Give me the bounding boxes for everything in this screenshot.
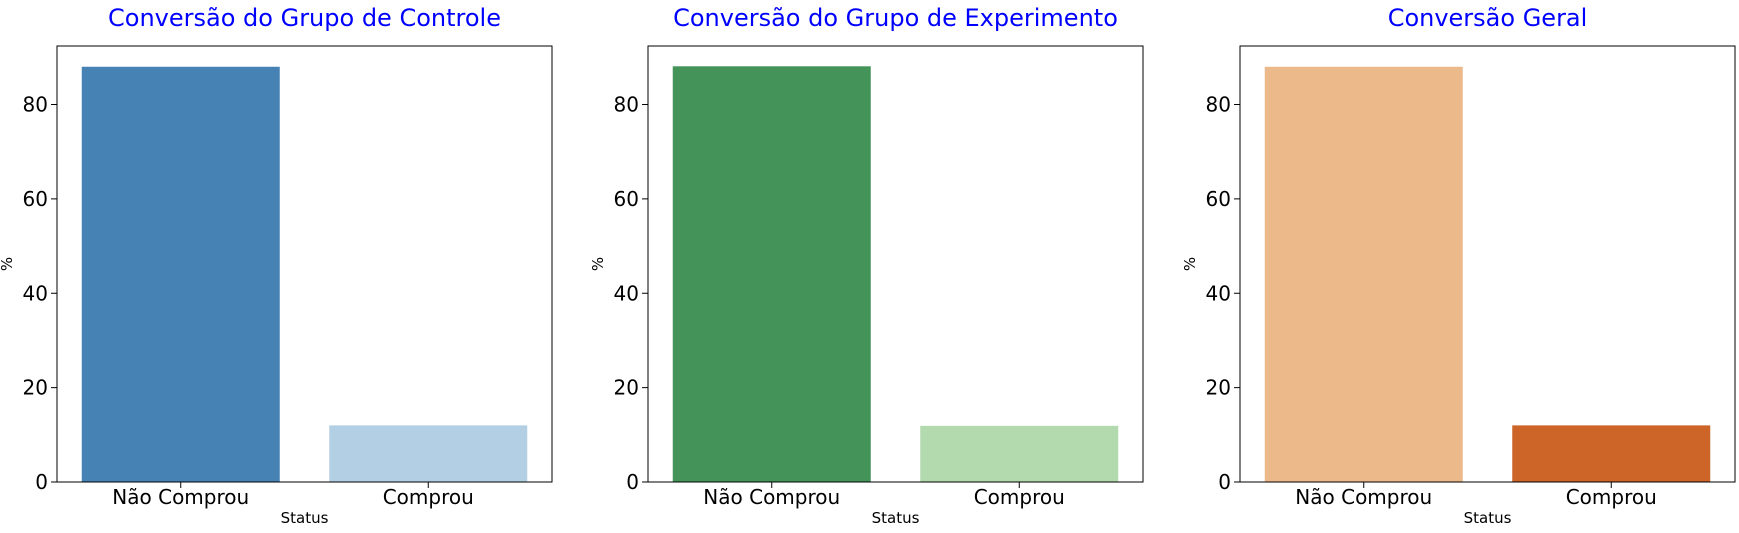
y-tick-label: 20: [23, 376, 48, 400]
y-tick-label: 80: [23, 93, 48, 117]
y-tick-label: 0: [626, 470, 639, 494]
x-tick-label: Não Comprou: [112, 485, 249, 509]
plot-frame: [1239, 45, 1736, 483]
chart-panel-2: 0 20 40 60 80 Não Comprou Comprou Status% Conver…: [589, 4, 1144, 527]
bar-comprou: [329, 425, 528, 482]
plot-frame: [56, 45, 553, 483]
bar-nao-comprou: [1264, 66, 1463, 482]
plot-frame: [647, 45, 1144, 483]
y-tick-label: 40: [23, 281, 48, 305]
x-tick-label: Não Comprou: [703, 485, 840, 509]
x-tick-label: Comprou: [974, 485, 1065, 509]
y-tick-label: 60: [23, 187, 48, 211]
chart-panel-3: 0 20 40 60 80 Não Comprou Comprou Status% Conver…: [1181, 4, 1736, 527]
y-tick-label: 40: [1206, 281, 1231, 305]
y-tick-label: 40: [614, 281, 639, 305]
bar-comprou: [1512, 425, 1711, 482]
x-tick-label: Comprou: [383, 485, 474, 509]
chart-title: Conversão do Grupo de Experimento: [673, 4, 1118, 32]
chart-panel-1: 0 20 40 60 80 Não Comprou Comprou Status% Conver…: [0, 4, 553, 527]
y-tick-label: 60: [614, 187, 639, 211]
bar-nao-comprou: [81, 66, 280, 482]
chart-title: Conversão Geral: [1388, 4, 1588, 32]
y-tick-label: 80: [614, 93, 639, 117]
y-axis-label: %: [0, 257, 16, 271]
y-tick-label: 80: [1206, 93, 1231, 117]
y-tick-label: 60: [1206, 187, 1231, 211]
x-tick-label: Não Comprou: [1295, 485, 1432, 509]
y-tick-label: 0: [35, 470, 48, 494]
x-axis-label: Status: [872, 509, 920, 527]
bar-nao-comprou: [672, 66, 871, 483]
y-axis-label: %: [1181, 257, 1199, 271]
x-axis-label: Status: [1464, 509, 1512, 527]
bar-comprou: [920, 425, 1119, 482]
y-tick-label: 0: [1218, 470, 1231, 494]
x-axis-label: Status: [281, 509, 329, 527]
y-tick-label: 20: [1206, 376, 1231, 400]
x-tick-label: Comprou: [1566, 485, 1657, 509]
y-axis-label: %: [589, 257, 607, 271]
y-tick-label: 20: [614, 376, 639, 400]
chart-title: Conversão do Grupo de Controle: [108, 4, 501, 32]
